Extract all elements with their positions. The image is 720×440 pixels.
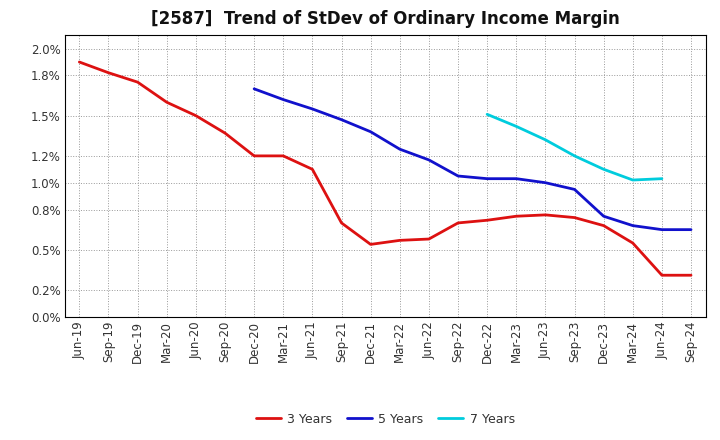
3 Years: [454, 220, 462, 226]
5 Years: [454, 173, 462, 179]
5 Years: [337, 117, 346, 122]
3 Years: [250, 153, 258, 158]
5 Years: [483, 176, 492, 181]
7 Years: [541, 137, 550, 143]
5 Years: [395, 147, 404, 152]
3 Years: [425, 236, 433, 242]
3 Years: [104, 70, 113, 75]
3 Years: [163, 99, 171, 105]
Title: [2587]  Trend of StDev of Ordinary Income Margin: [2587] Trend of StDev of Ordinary Income…: [150, 10, 620, 28]
Line: 7 Years: 7 Years: [487, 114, 662, 180]
3 Years: [541, 212, 550, 217]
5 Years: [308, 106, 317, 112]
3 Years: [279, 153, 287, 158]
5 Years: [512, 176, 521, 181]
5 Years: [366, 129, 375, 134]
7 Years: [629, 177, 637, 183]
3 Years: [687, 273, 696, 278]
3 Years: [483, 218, 492, 223]
5 Years: [541, 180, 550, 185]
3 Years: [599, 223, 608, 228]
3 Years: [629, 240, 637, 246]
7 Years: [512, 124, 521, 129]
Line: 3 Years: 3 Years: [79, 62, 691, 275]
3 Years: [192, 113, 200, 118]
3 Years: [133, 80, 142, 85]
5 Years: [425, 157, 433, 162]
7 Years: [570, 153, 579, 158]
3 Years: [570, 215, 579, 220]
Legend: 3 Years, 5 Years, 7 Years: 3 Years, 5 Years, 7 Years: [251, 407, 520, 430]
3 Years: [308, 167, 317, 172]
5 Years: [687, 227, 696, 232]
5 Years: [570, 187, 579, 192]
3 Years: [220, 130, 229, 136]
7 Years: [657, 176, 666, 181]
5 Years: [629, 223, 637, 228]
5 Years: [250, 86, 258, 92]
7 Years: [483, 112, 492, 117]
3 Years: [657, 273, 666, 278]
3 Years: [395, 238, 404, 243]
3 Years: [337, 220, 346, 226]
5 Years: [657, 227, 666, 232]
7 Years: [599, 167, 608, 172]
3 Years: [366, 242, 375, 247]
3 Years: [512, 213, 521, 219]
5 Years: [279, 97, 287, 102]
5 Years: [599, 213, 608, 219]
3 Years: [75, 59, 84, 65]
Line: 5 Years: 5 Years: [254, 89, 691, 230]
